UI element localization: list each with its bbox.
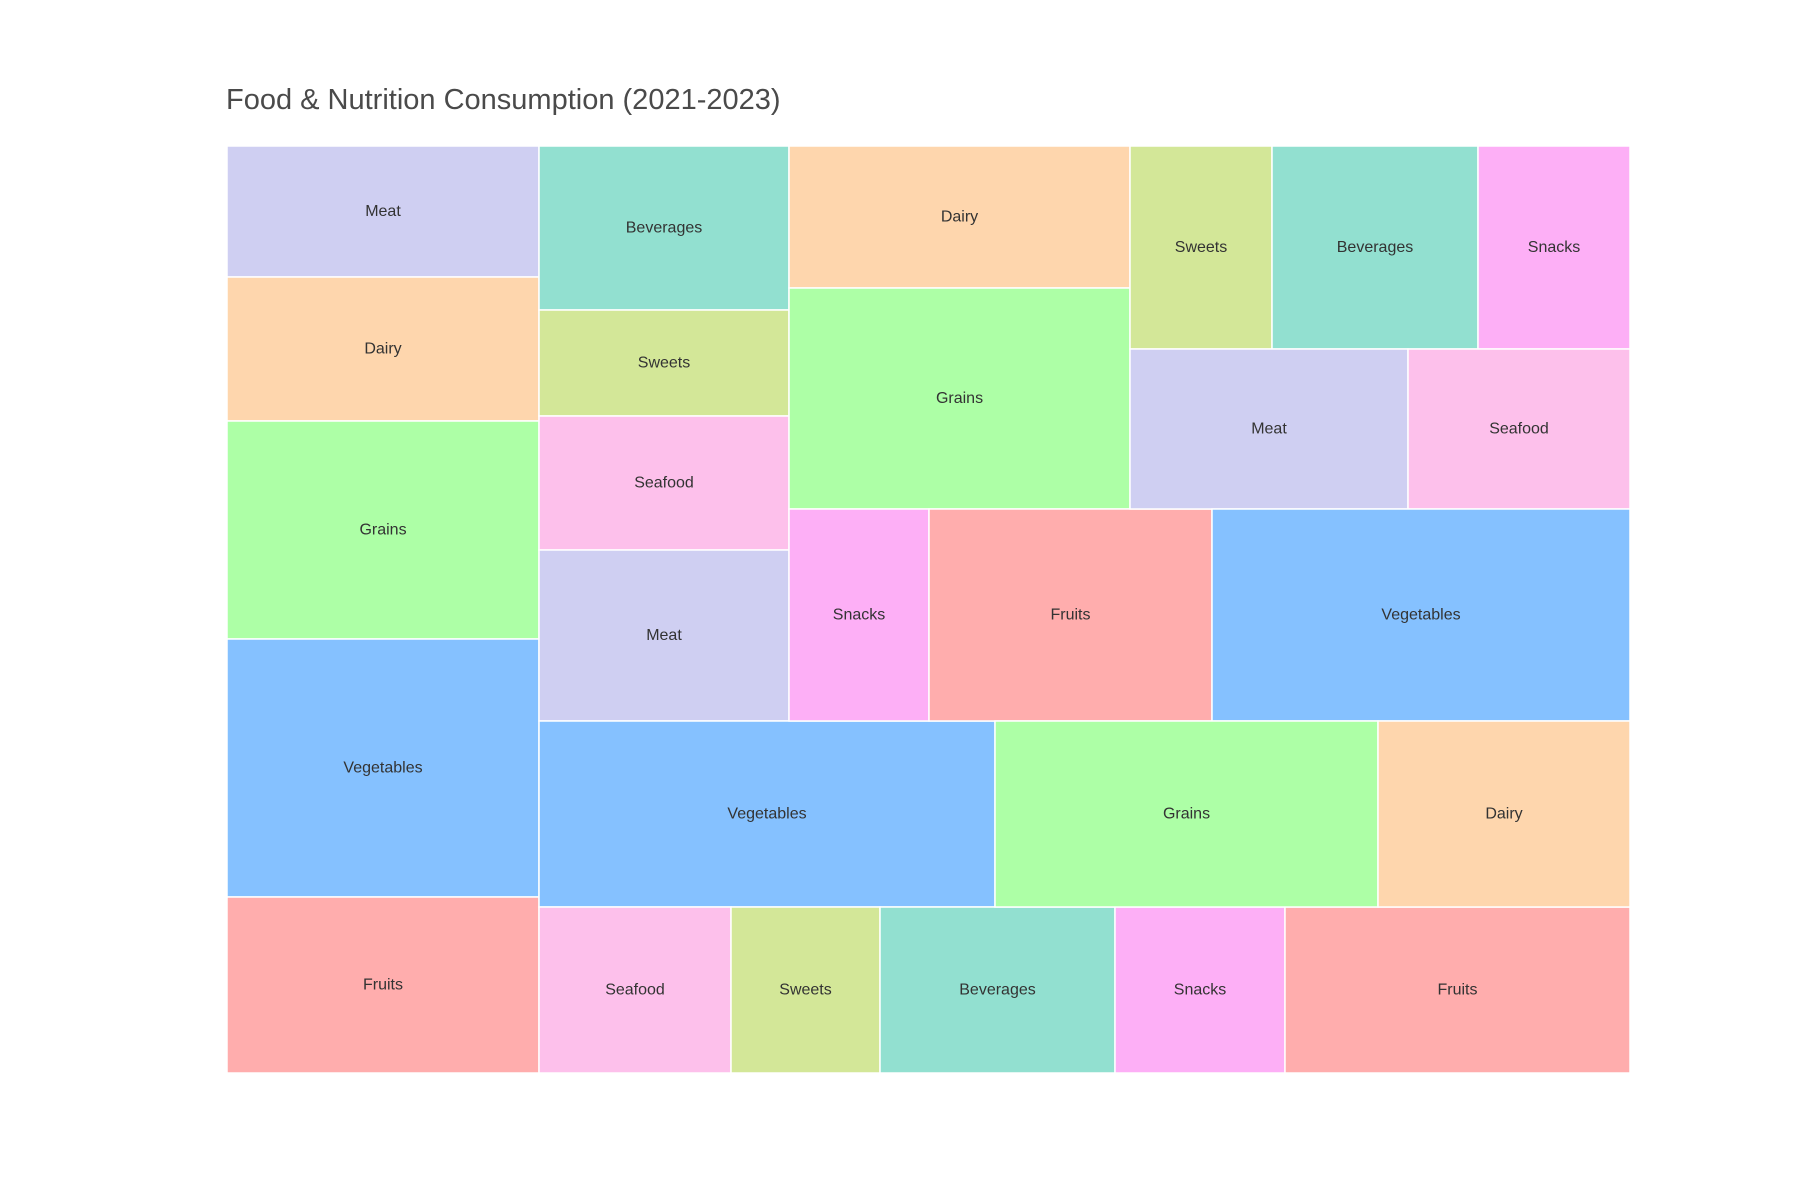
tile-rect-sweets[interactable]: [538, 309, 790, 417]
tile-label-meat: Meat: [365, 203, 401, 220]
tile-rect-dairy[interactable]: [788, 145, 1131, 289]
treemap-tile-snacks[interactable]: Snacks: [1477, 145, 1631, 350]
treemap-tile-dairy[interactable]: Dairy: [226, 276, 540, 422]
treemap-tile-vegetables[interactable]: Vegetables: [538, 720, 996, 908]
tile-label-beverages: Beverages: [1337, 239, 1414, 256]
tile-rect-meat[interactable]: [538, 549, 790, 722]
treemap-tile-seafood[interactable]: Seafood: [538, 415, 790, 551]
tile-rect-sweets[interactable]: [730, 906, 881, 1074]
treemap-tile-grains[interactable]: Grains: [226, 420, 540, 640]
tile-label-beverages: Beverages: [626, 220, 703, 237]
tile-rect-fruits[interactable]: [928, 508, 1213, 722]
tile-label-sweets: Sweets: [779, 982, 831, 999]
treemap-tile-sweets[interactable]: Sweets: [1129, 145, 1273, 350]
treemap-tile-fruits[interactable]: Fruits: [226, 896, 540, 1074]
treemap-tile-fruits[interactable]: Fruits: [1284, 906, 1631, 1074]
tile-label-snacks: Snacks: [1174, 982, 1226, 999]
tile-label-fruits: Fruits: [1438, 982, 1478, 999]
tile-label-fruits: Fruits: [363, 977, 403, 994]
treemap-tile-sweets[interactable]: Sweets: [730, 906, 881, 1074]
tile-label-vegetables: Vegetables: [727, 806, 806, 823]
treemap-tile-sweets[interactable]: Sweets: [538, 309, 790, 417]
tile-rect-beverages[interactable]: [1271, 145, 1479, 350]
tile-rect-grains[interactable]: [994, 720, 1379, 908]
treemap-tile-beverages[interactable]: Beverages: [538, 145, 790, 311]
tile-label-fruits: Fruits: [1051, 607, 1091, 624]
tile-label-seafood: Seafood: [1489, 421, 1549, 438]
tile-label-grains: Grains: [1163, 806, 1210, 823]
tile-label-seafood: Seafood: [605, 982, 665, 999]
treemap-tile-meat[interactable]: Meat: [1129, 348, 1409, 510]
treemap-tile-vegetables[interactable]: Vegetables: [226, 638, 540, 898]
treemap-tile-grains[interactable]: Grains: [788, 287, 1131, 510]
tile-rect-sweets[interactable]: [1129, 145, 1273, 350]
treemap-tile-snacks[interactable]: Snacks: [1114, 906, 1286, 1074]
tile-rect-seafood[interactable]: [538, 415, 790, 551]
tile-rect-meat[interactable]: [226, 145, 540, 278]
tile-rect-beverages[interactable]: [879, 906, 1116, 1074]
tile-label-dairy: Dairy: [941, 209, 978, 226]
tile-rect-grains[interactable]: [788, 287, 1131, 510]
treemap-tile-fruits[interactable]: Fruits: [928, 508, 1213, 722]
treemap-tile-dairy[interactable]: Dairy: [788, 145, 1131, 289]
tile-rect-snacks[interactable]: [788, 508, 930, 722]
tile-label-snacks: Snacks: [833, 607, 885, 624]
tile-rect-seafood[interactable]: [1407, 348, 1631, 510]
tile-rect-dairy[interactable]: [1377, 720, 1631, 908]
tile-label-meat: Meat: [646, 627, 682, 644]
tile-label-snacks: Snacks: [1528, 239, 1580, 256]
tile-label-sweets: Sweets: [1175, 239, 1227, 256]
tile-rect-vegetables[interactable]: [538, 720, 996, 908]
tile-rect-meat[interactable]: [1129, 348, 1409, 510]
tile-rect-vegetables[interactable]: [226, 638, 540, 898]
tile-label-grains: Grains: [936, 390, 983, 407]
tile-label-grains: Grains: [359, 522, 406, 539]
treemap-tile-dairy[interactable]: Dairy: [1377, 720, 1631, 908]
tile-label-dairy: Dairy: [1485, 806, 1522, 823]
tile-label-vegetables: Vegetables: [343, 760, 422, 777]
tile-rect-vegetables[interactable]: [1211, 508, 1631, 722]
tile-label-beverages: Beverages: [959, 982, 1036, 999]
tile-rect-fruits[interactable]: [226, 896, 540, 1074]
treemap-tile-vegetables[interactable]: Vegetables: [1211, 508, 1631, 722]
treemap-tile-meat[interactable]: Meat: [226, 145, 540, 278]
tile-label-sweets: Sweets: [638, 355, 690, 372]
tile-label-dairy: Dairy: [364, 341, 401, 358]
tile-rect-snacks[interactable]: [1114, 906, 1286, 1074]
tile-rect-grains[interactable]: [226, 420, 540, 640]
chart-title: Food & Nutrition Consumption (2021-2023): [226, 84, 781, 116]
tile-rect-fruits[interactable]: [1284, 906, 1631, 1074]
treemap-tile-beverages[interactable]: Beverages: [1271, 145, 1479, 350]
tile-rect-seafood[interactable]: [538, 906, 732, 1074]
treemap-tile-beverages[interactable]: Beverages: [879, 906, 1116, 1074]
tile-rect-snacks[interactable]: [1477, 145, 1631, 350]
tile-label-seafood: Seafood: [634, 475, 694, 492]
tile-label-vegetables: Vegetables: [1381, 607, 1460, 624]
treemap-tile-seafood[interactable]: Seafood: [538, 906, 732, 1074]
treemap-tile-seafood[interactable]: Seafood: [1407, 348, 1631, 510]
tile-label-meat: Meat: [1251, 421, 1287, 438]
treemap-tile-meat[interactable]: Meat: [538, 549, 790, 722]
treemap-tile-snacks[interactable]: Snacks: [788, 508, 930, 722]
treemap-tile-grains[interactable]: Grains: [994, 720, 1379, 908]
tile-rect-dairy[interactable]: [226, 276, 540, 422]
